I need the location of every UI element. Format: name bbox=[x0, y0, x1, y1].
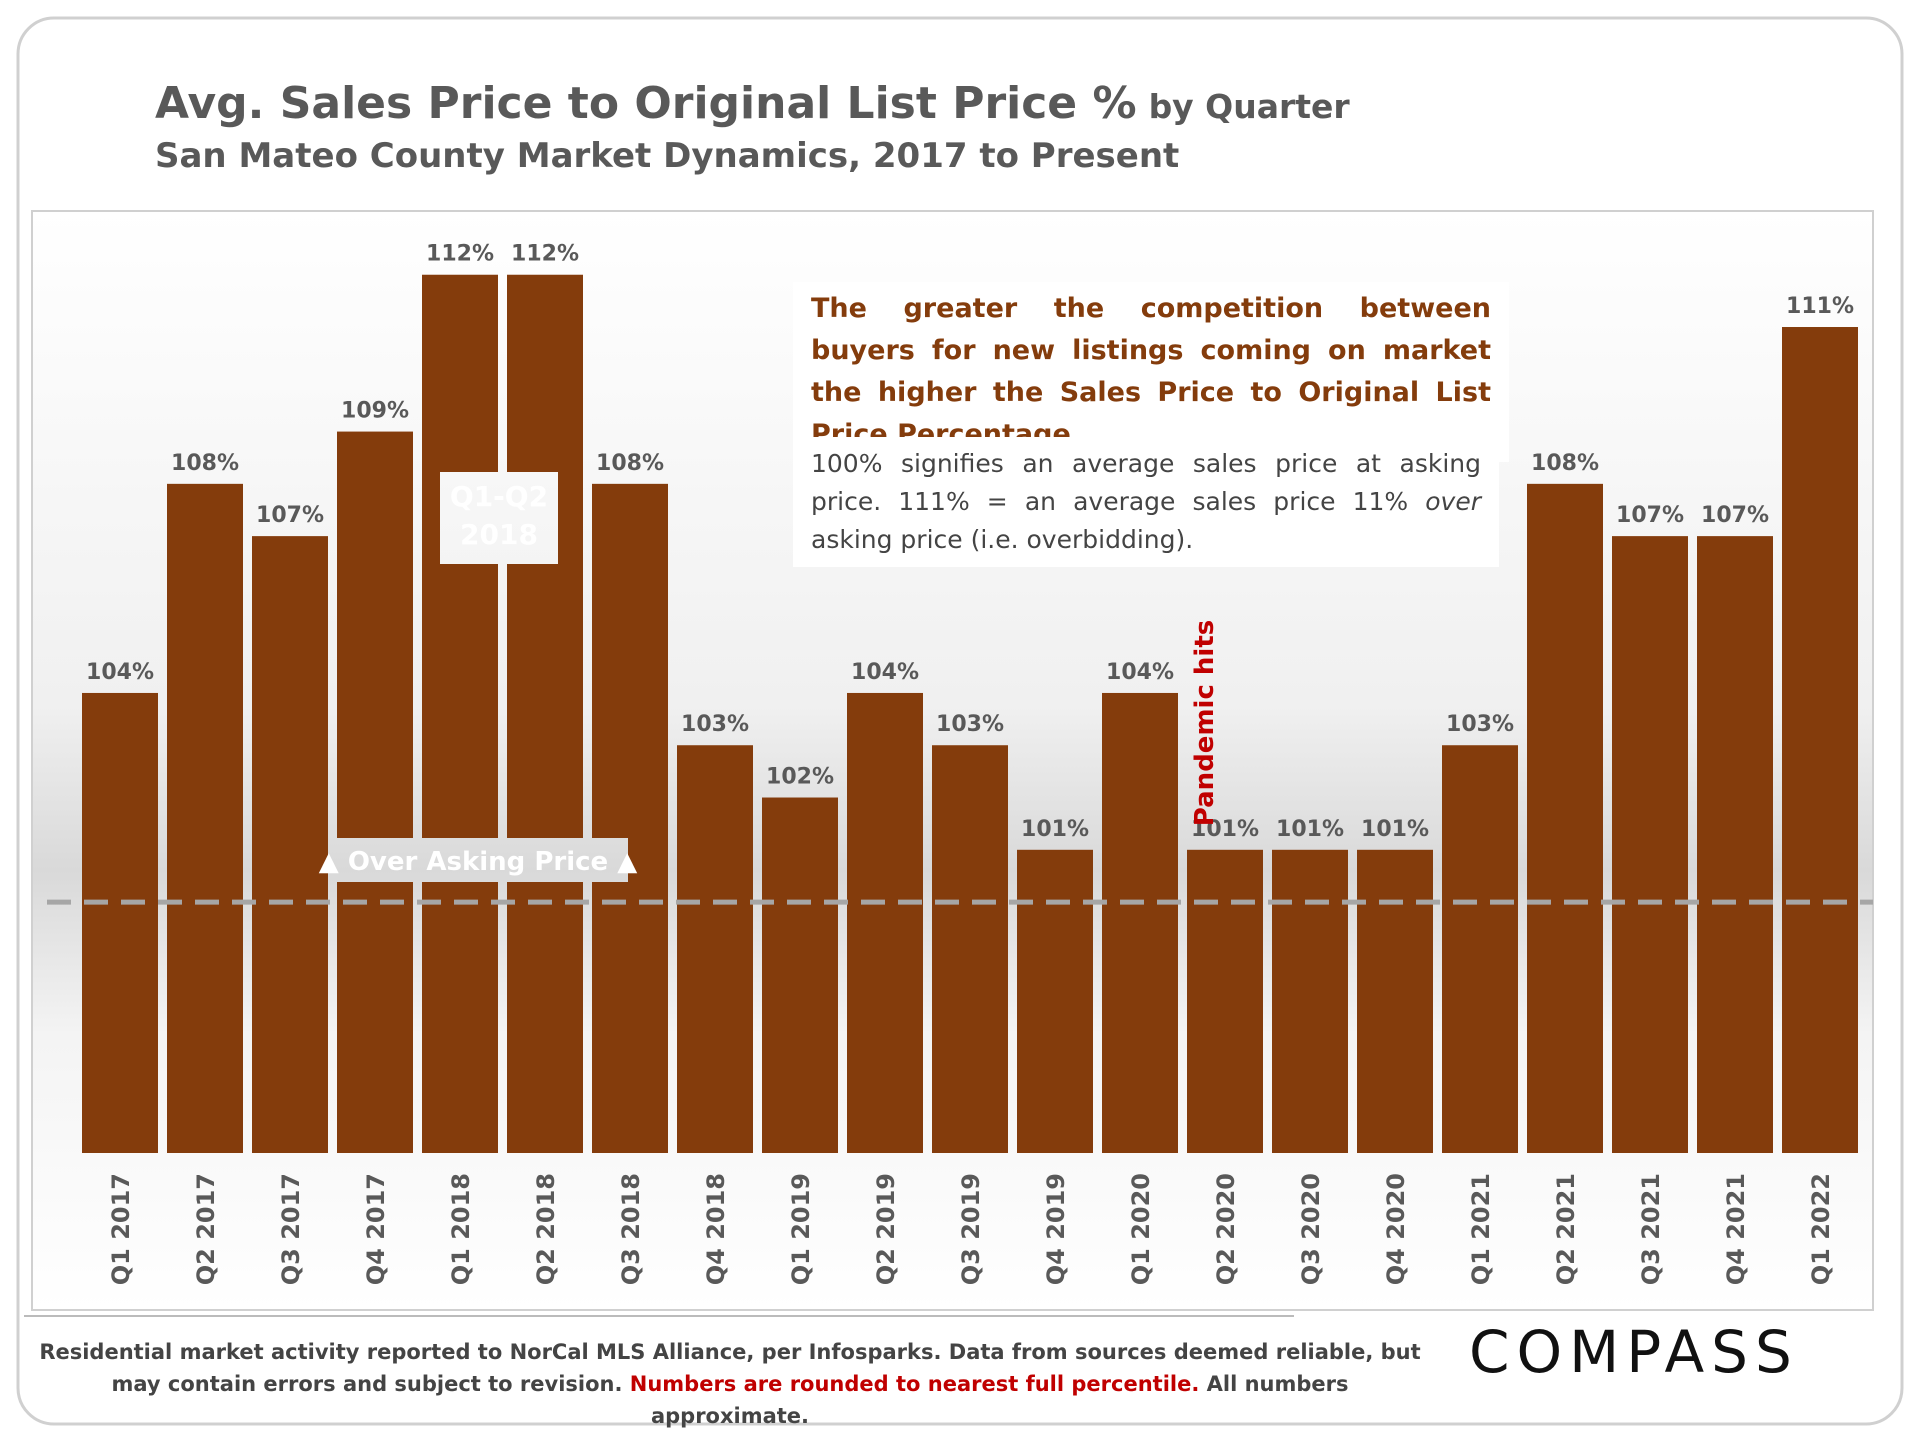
pandemic-annotation: Pandemic hits bbox=[1190, 620, 1220, 826]
bar bbox=[1697, 536, 1773, 1153]
x-tick-label: Q2 2020 bbox=[1212, 1173, 1240, 1285]
x-tick-label: Q1 2020 bbox=[1127, 1173, 1155, 1285]
bar bbox=[592, 483, 668, 1153]
footer-text: All numbers approximate. bbox=[650, 1372, 1349, 1428]
value-label: 108% bbox=[171, 451, 239, 476]
x-tick-label: Q3 2017 bbox=[277, 1173, 305, 1285]
x-tick-label: Q4 2018 bbox=[702, 1173, 730, 1285]
x-tick-label: Q1 2018 bbox=[447, 1173, 475, 1285]
value-label: 107% bbox=[256, 503, 324, 528]
x-tick-label: Q1 2019 bbox=[787, 1173, 815, 1285]
explanation-text: asking price (i.e. overbidding). bbox=[811, 525, 1194, 554]
bar bbox=[762, 797, 838, 1153]
bar bbox=[252, 536, 328, 1153]
value-label: 109% bbox=[341, 399, 409, 424]
value-label: 104% bbox=[86, 660, 154, 685]
x-tick-label: Q1 2021 bbox=[1467, 1173, 1495, 1285]
value-label: 103% bbox=[1446, 712, 1514, 737]
bar bbox=[932, 745, 1008, 1153]
x-tick-label: Q2 2018 bbox=[532, 1173, 560, 1285]
over-asking-annotation: ▲ Over Asking Price ▲ bbox=[319, 847, 637, 877]
bar bbox=[337, 431, 413, 1154]
value-label: 107% bbox=[1616, 503, 1684, 528]
value-label: 104% bbox=[851, 660, 919, 685]
subtitle: San Mateo County Market Dynamics, 2017 t… bbox=[155, 136, 1179, 176]
x-tick-label: Q2 2021 bbox=[1552, 1173, 1580, 1285]
value-label: 101% bbox=[1191, 817, 1259, 842]
bar bbox=[1017, 849, 1093, 1153]
annotation-bg bbox=[440, 472, 558, 564]
bar bbox=[1102, 692, 1178, 1153]
footer: Residential market activity reported to … bbox=[30, 1336, 1430, 1432]
x-tick-label: Q2 2019 bbox=[872, 1173, 900, 1285]
value-label: 102% bbox=[766, 765, 834, 790]
x-tick-label: Q3 2019 bbox=[957, 1173, 985, 1285]
value-label: 101% bbox=[1276, 817, 1344, 842]
x-tick-label: Q2 2017 bbox=[192, 1173, 220, 1285]
x-tick-label: Q3 2021 bbox=[1637, 1173, 1665, 1285]
logo: COMPASS bbox=[1469, 1318, 1799, 1386]
title-main: Avg. Sales Price to Original List Price … bbox=[155, 78, 1137, 129]
value-label: 111% bbox=[1786, 294, 1854, 319]
title-note: by Quarter bbox=[1149, 87, 1351, 126]
value-label: 101% bbox=[1021, 817, 1089, 842]
value-label: 103% bbox=[936, 712, 1004, 737]
footer-highlight: Numbers are rounded to nearest full perc… bbox=[629, 1372, 1200, 1396]
explanation-text: 100% signifies an average sales price at… bbox=[811, 449, 1481, 516]
x-tick-label: Q4 2017 bbox=[362, 1173, 390, 1285]
bar bbox=[167, 483, 243, 1153]
x-tick-label: Q1 2022 bbox=[1807, 1173, 1835, 1285]
annotation-bg bbox=[328, 838, 628, 882]
bar bbox=[1272, 849, 1348, 1153]
footer-text: Residential market activity reported to … bbox=[39, 1340, 1421, 1396]
value-label: 112% bbox=[426, 242, 494, 267]
bar bbox=[507, 274, 583, 1153]
value-label: 101% bbox=[1361, 817, 1429, 842]
value-label: 108% bbox=[596, 451, 664, 476]
bar bbox=[1187, 849, 1263, 1153]
bar bbox=[1357, 849, 1433, 1153]
bar bbox=[1612, 536, 1688, 1153]
bar bbox=[1527, 483, 1603, 1153]
x-tick-label: Q4 2019 bbox=[1042, 1173, 1070, 1285]
explanation-emphasis: over bbox=[1425, 487, 1481, 516]
bar bbox=[422, 274, 498, 1153]
highlight-annotation: 2018 bbox=[460, 518, 538, 551]
x-tick-label: Q3 2018 bbox=[617, 1173, 645, 1285]
x-tick-label: Q1 2017 bbox=[107, 1173, 135, 1285]
x-tick-label: Q4 2020 bbox=[1382, 1173, 1410, 1285]
x-tick-label: Q4 2021 bbox=[1722, 1173, 1750, 1285]
competition-note: The greater the competition between buye… bbox=[793, 282, 1509, 462]
bar bbox=[677, 745, 753, 1153]
value-label: 103% bbox=[681, 712, 749, 737]
value-label: 112% bbox=[511, 242, 579, 267]
bar bbox=[82, 692, 158, 1153]
x-tick-label: Q3 2020 bbox=[1297, 1173, 1325, 1285]
highlight-annotation: Q1-Q2 bbox=[450, 480, 548, 513]
bar bbox=[1442, 745, 1518, 1153]
value-label: 104% bbox=[1106, 660, 1174, 685]
chart-title: Avg. Sales Price to Original List Price … bbox=[155, 78, 1350, 129]
bar bbox=[1782, 327, 1858, 1153]
bar bbox=[847, 692, 923, 1153]
value-label: 108% bbox=[1531, 451, 1599, 476]
explanation-note: 100% signifies an average sales price at… bbox=[793, 437, 1499, 567]
value-label: 107% bbox=[1701, 503, 1769, 528]
